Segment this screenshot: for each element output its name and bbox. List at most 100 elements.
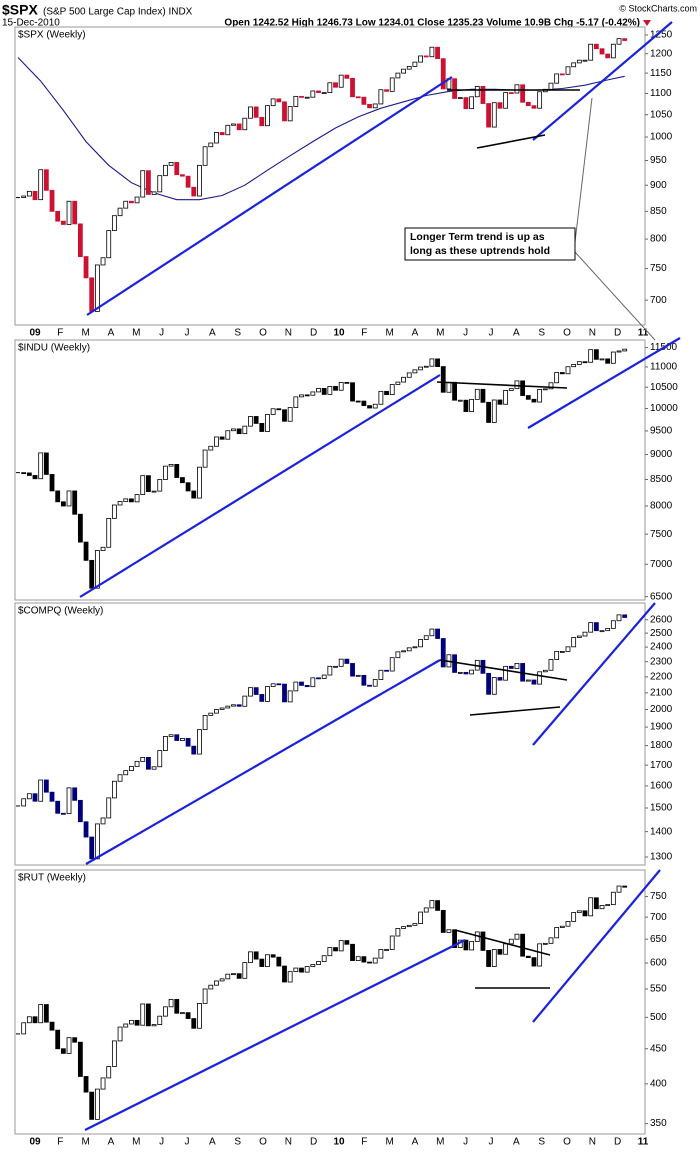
trendline bbox=[79, 374, 441, 598]
candle bbox=[350, 77, 355, 98]
x-tick-label: M bbox=[436, 328, 444, 339]
candle bbox=[622, 885, 628, 888]
candle bbox=[151, 191, 157, 195]
y-tick-label: 700 bbox=[650, 295, 667, 306]
candle bbox=[588, 349, 594, 363]
candle bbox=[412, 923, 418, 926]
candle bbox=[440, 58, 446, 90]
candle bbox=[338, 74, 344, 88]
candle bbox=[548, 82, 554, 90]
candle bbox=[367, 961, 372, 964]
candle bbox=[168, 464, 174, 467]
candle bbox=[316, 677, 321, 680]
x-tick-label: A bbox=[412, 328, 419, 339]
candle bbox=[429, 628, 435, 637]
x-tick-label: 10 bbox=[333, 328, 345, 339]
candle bbox=[593, 43, 599, 50]
candle bbox=[191, 745, 197, 755]
candle bbox=[463, 939, 469, 951]
candle bbox=[372, 957, 378, 964]
candle bbox=[486, 672, 492, 695]
panel-frame bbox=[14, 869, 646, 1135]
candle bbox=[208, 712, 214, 716]
candle bbox=[265, 105, 270, 127]
candle bbox=[219, 707, 225, 710]
candle bbox=[66, 490, 72, 507]
candle bbox=[321, 388, 327, 395]
candle bbox=[180, 477, 185, 484]
candle bbox=[214, 980, 219, 986]
candle bbox=[77, 1041, 83, 1077]
candle bbox=[571, 637, 577, 648]
panel-title: $RUT (Weekly) bbox=[18, 873, 86, 884]
candle bbox=[503, 92, 509, 109]
candle bbox=[219, 978, 225, 982]
candle bbox=[276, 683, 282, 686]
candle bbox=[333, 386, 338, 391]
candle bbox=[49, 791, 55, 802]
candle bbox=[463, 672, 469, 675]
candle bbox=[531, 679, 537, 685]
candle bbox=[55, 1029, 61, 1050]
candle bbox=[157, 750, 163, 768]
candle bbox=[236, 428, 242, 435]
candle bbox=[94, 1088, 100, 1120]
y-tick-label: 10500 bbox=[650, 382, 678, 393]
candle bbox=[361, 400, 367, 407]
y-tick-label: 1200 bbox=[650, 48, 673, 59]
y-tick-label: 350 bbox=[650, 1118, 667, 1129]
candle bbox=[43, 452, 49, 475]
candle bbox=[435, 900, 440, 911]
y-tick-label: 8500 bbox=[650, 474, 673, 485]
candle bbox=[168, 999, 174, 1008]
candle bbox=[582, 910, 588, 917]
panel-frame bbox=[14, 26, 646, 326]
candle bbox=[106, 1066, 112, 1079]
candle bbox=[497, 399, 503, 405]
candle bbox=[197, 1002, 202, 1029]
x-tick-label: F bbox=[361, 1137, 367, 1148]
candle bbox=[32, 1016, 38, 1024]
x-tick-label: 09 bbox=[29, 1137, 41, 1148]
candle bbox=[299, 95, 304, 98]
candle bbox=[559, 73, 565, 76]
candle bbox=[401, 926, 406, 929]
candle bbox=[327, 947, 333, 957]
candle bbox=[355, 956, 361, 961]
candle bbox=[531, 105, 537, 109]
candle bbox=[304, 966, 310, 973]
candle bbox=[593, 622, 599, 632]
candle bbox=[367, 405, 372, 409]
candle bbox=[486, 401, 492, 423]
candle bbox=[622, 614, 628, 618]
x-tick-label: M bbox=[81, 1137, 89, 1148]
candle bbox=[146, 1003, 151, 1027]
candle bbox=[412, 61, 418, 67]
candle bbox=[202, 449, 208, 468]
candle bbox=[128, 498, 134, 503]
candle bbox=[406, 66, 412, 70]
candle bbox=[117, 1026, 123, 1042]
candle bbox=[151, 766, 157, 770]
x-tick-label: O bbox=[563, 1137, 571, 1148]
candle bbox=[367, 103, 372, 109]
candle bbox=[372, 679, 378, 687]
y-tick-label: 7500 bbox=[650, 529, 673, 540]
candle bbox=[128, 200, 134, 204]
candle bbox=[429, 900, 435, 909]
candle bbox=[180, 174, 185, 177]
candle bbox=[378, 390, 384, 405]
candle bbox=[248, 416, 253, 427]
candle bbox=[32, 793, 38, 802]
candle bbox=[389, 77, 395, 92]
candle bbox=[350, 943, 355, 961]
candle bbox=[43, 779, 49, 793]
candle bbox=[106, 797, 112, 819]
y-tick-label: 7000 bbox=[650, 559, 673, 570]
candle bbox=[163, 164, 168, 177]
y-tick-label: 850 bbox=[650, 206, 667, 217]
candle bbox=[293, 681, 299, 692]
candle bbox=[610, 620, 616, 629]
candle bbox=[486, 950, 492, 967]
candle bbox=[140, 756, 146, 762]
